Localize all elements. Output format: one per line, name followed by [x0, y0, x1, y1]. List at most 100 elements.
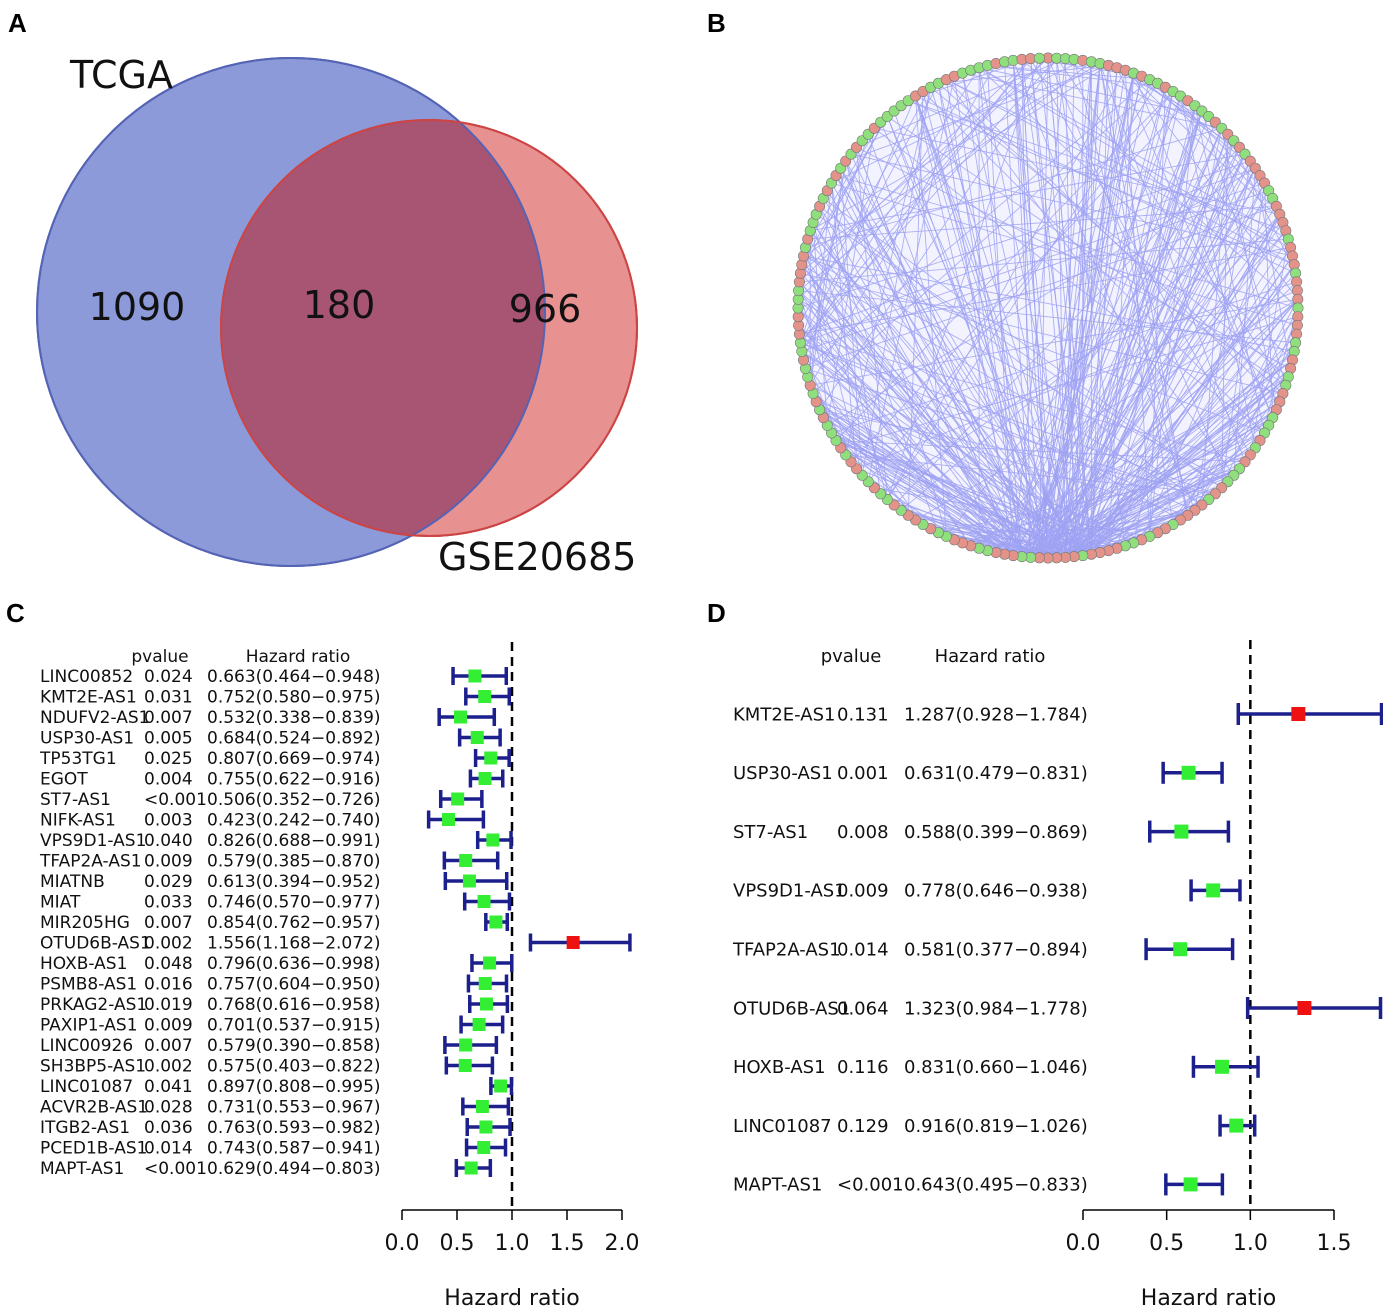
network-edge: [1091, 493, 1216, 555]
venn-label-gse20685: GSE20685: [438, 535, 636, 579]
network-edge: [1259, 307, 1299, 441]
network-edge: [1133, 72, 1274, 418]
row-pvalue: 0.028: [144, 1097, 193, 1117]
row-hazard-ratio-text: 0.796(0.636−0.998): [207, 954, 381, 974]
hazard-ratio-point: [1173, 942, 1188, 957]
hazard-ratio-point: [454, 710, 468, 724]
row-gene-label: PAXIP1-AS1: [40, 1015, 138, 1035]
network-edge: [1091, 247, 1291, 555]
x-tick-label: 1.5: [550, 1231, 585, 1256]
network-edge: [850, 100, 1189, 463]
panel-label-d: D: [707, 598, 726, 628]
row-pvalue: 0.129: [837, 1116, 889, 1137]
network-edge: [850, 153, 1040, 558]
row-hazard-ratio-text: 0.743(0.587−0.941): [207, 1138, 381, 1158]
row-pvalue: 0.014: [837, 940, 889, 961]
row-hazard-ratio-text: 0.532(0.338−0.839): [207, 708, 381, 728]
network-edge: [1091, 432, 1265, 555]
row-pvalue: 0.002: [144, 1056, 193, 1076]
network-edge: [887, 499, 1066, 558]
row-pvalue: 0.116: [837, 1057, 889, 1078]
row-pvalue: 0.048: [144, 954, 193, 974]
network-edge: [995, 230, 1287, 553]
row-pvalue: 0.005: [144, 728, 193, 748]
network-edge: [1133, 376, 1289, 544]
row-hazard-ratio-text: 0.423(0.242−0.740): [207, 810, 381, 830]
row-pvalue: 0.007: [144, 913, 193, 933]
x-tick-label: 0.0: [385, 1231, 420, 1256]
network-edge: [827, 425, 1031, 558]
hazard-ratio-point: [477, 895, 491, 908]
hazard-ratio-point: [475, 1100, 489, 1113]
network-edge: [1221, 182, 1265, 488]
x-tick-label: 0.5: [1149, 1231, 1184, 1256]
row-gene-label: ITGB2-AS1: [40, 1118, 130, 1138]
network-edge: [886, 69, 1126, 500]
venn-count-intersection: 180: [303, 283, 376, 327]
hazard-ratio-point: [1174, 824, 1189, 839]
row-hazard-ratio-text: 0.684(0.524−0.892): [207, 728, 381, 748]
header-hazard-ratio: Hazard ratio: [246, 647, 351, 667]
network-edge: [803, 359, 924, 525]
hazard-ratio-point: [484, 751, 498, 765]
x-tick-label: 2.0: [605, 1231, 640, 1256]
row-hazard-ratio-text: 1.287(0.928−1.784): [904, 704, 1088, 725]
row-pvalue: 0.024: [144, 667, 193, 687]
network-edge: [908, 58, 1031, 102]
hazard-ratio-point: [1291, 707, 1306, 721]
network-edge: [799, 58, 1031, 283]
row-gene-label: PSMB8-AS1: [40, 974, 137, 994]
network-edge: [946, 79, 1295, 265]
row-hazard-ratio-text: 0.701(0.537−0.915): [207, 1015, 381, 1035]
header-pvalue: pvalue: [821, 646, 882, 667]
row-gene-label: MAPT-AS1: [40, 1159, 124, 1179]
network-edge: [799, 167, 1256, 335]
network-edge: [831, 432, 1109, 552]
network-edge: [886, 83, 1158, 500]
network-edge: [809, 182, 832, 386]
network-edge: [953, 76, 1023, 557]
network-edge: [987, 64, 1150, 81]
panel-label-b: B: [707, 8, 726, 38]
row-pvalue: 0.041: [144, 1077, 193, 1097]
network-edge: [840, 316, 1298, 449]
network-edge: [826, 128, 875, 426]
network-edge: [823, 198, 1222, 489]
row-gene-label: HOXB-AS1: [40, 954, 127, 974]
row-hazard-ratio-text: 0.916(0.819−1.026): [904, 1116, 1088, 1137]
network-edge: [805, 79, 1150, 369]
hazard-ratio-point: [442, 813, 456, 826]
row-pvalue: <0.001: [837, 1175, 904, 1196]
network-edge: [809, 63, 1101, 232]
hazard-ratio-point: [494, 1079, 508, 1093]
hazard-ratio-point: [1215, 1059, 1230, 1074]
row-pvalue: 0.031: [144, 687, 193, 707]
venn-diagram: TCGA GSE20685 1090 180 966: [36, 53, 638, 579]
row-pvalue: 0.008: [837, 822, 889, 843]
network-edge: [1073, 238, 1289, 557]
row-pvalue: 0.036: [144, 1118, 193, 1138]
hazard-ratio-point: [1206, 883, 1221, 898]
hazard-ratio-point: [479, 1120, 493, 1134]
row-hazard-ratio-text: 0.575(0.403−0.822): [207, 1056, 381, 1076]
network-edge: [1108, 65, 1189, 516]
x-tick-label: 1.0: [495, 1231, 530, 1256]
network-edge: [1221, 134, 1229, 488]
hazard-ratio-point: [478, 690, 492, 703]
row-gene-label: MIATNB: [40, 872, 105, 892]
network-edge: [1254, 168, 1292, 369]
network-edge: [1194, 105, 1265, 434]
network-edge: [798, 87, 931, 326]
network-edge: [797, 57, 1049, 300]
network-graph: [792, 52, 1304, 564]
network-edge: [801, 190, 1269, 352]
row-gene-label: KMT2E-AS1: [40, 687, 137, 707]
row-pvalue: 0.002: [144, 933, 193, 953]
network-edge: [819, 205, 1203, 506]
row-pvalue: 0.001: [837, 763, 889, 784]
network-edge: [831, 281, 1297, 434]
row-pvalue: 0.009: [144, 851, 193, 871]
row-pvalue: <0.001: [144, 790, 207, 810]
header-hazard-ratio: Hazard ratio: [935, 646, 1046, 667]
network-edge: [805, 121, 882, 248]
